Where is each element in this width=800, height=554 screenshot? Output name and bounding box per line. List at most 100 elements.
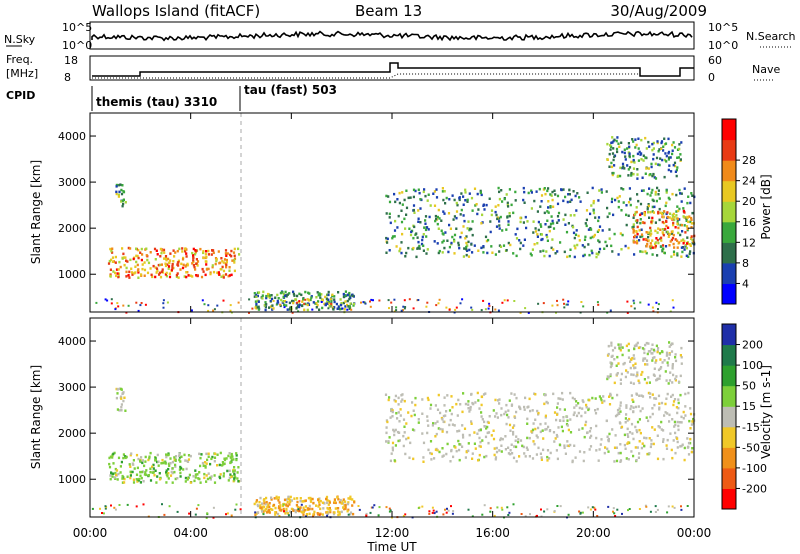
- heatmap-cell: [457, 439, 460, 443]
- heatmap-cell: [115, 190, 118, 194]
- heatmap-cell: [526, 448, 529, 451]
- heatmap-cell: [605, 419, 608, 423]
- heatmap-cell: [531, 248, 534, 251]
- heatmap-cell: [669, 212, 672, 215]
- heatmap-cell: [589, 427, 592, 430]
- heatmap-cell: [448, 308, 451, 311]
- heatmap-cell: [233, 257, 237, 260]
- heatmap-cell: [426, 199, 429, 202]
- heatmap-cell: [276, 512, 280, 516]
- heatmap-cell: [205, 480, 208, 483]
- heatmap-cell: [228, 269, 231, 272]
- heatmap-cell: [455, 210, 459, 213]
- heatmap-cell: [403, 431, 406, 434]
- heatmap-cell: [606, 377, 609, 381]
- heatmap-cell: [292, 509, 295, 512]
- heatmap-cell: [387, 440, 390, 443]
- heatmap-cell: [599, 443, 602, 446]
- heatmap-cell: [618, 145, 621, 148]
- heatmap-cell: [179, 475, 182, 478]
- heatmap-cell: [215, 259, 218, 263]
- heatmap-cell: [485, 454, 488, 458]
- heatmap-cell: [632, 158, 635, 162]
- heatmap-cell: [668, 233, 672, 236]
- heatmap-cell: [117, 456, 121, 460]
- heatmap-cell: [184, 265, 187, 268]
- heatmap-cell: [388, 307, 390, 310]
- heatmap-cell: [677, 380, 681, 384]
- heatmap-cell: [286, 504, 289, 508]
- heatmap-cell: [567, 222, 570, 225]
- heatmap-cell: [462, 225, 465, 228]
- heatmap-cell: [649, 210, 652, 214]
- heatmap-cell: [641, 250, 644, 254]
- heatmap-cell: [651, 216, 654, 220]
- heatmap-cell: [473, 187, 477, 190]
- heatmap-cell: [626, 427, 629, 431]
- heatmap-cell: [312, 301, 315, 304]
- heatmap-cell: [633, 161, 636, 164]
- heatmap-cell: [481, 221, 484, 224]
- heatmap-cell: [642, 154, 645, 157]
- heatmap-cell: [199, 247, 202, 251]
- heatmap-cell: [408, 298, 411, 301]
- heatmap-cell: [468, 227, 472, 231]
- heatmap-cell: [650, 232, 653, 235]
- heatmap-cell: [285, 295, 288, 298]
- heatmap-cell: [573, 244, 576, 248]
- heatmap-cell: [403, 198, 406, 202]
- heatmap-cell: [563, 446, 566, 449]
- heatmap-cell: [674, 451, 677, 455]
- heatmap-cell: [223, 462, 226, 465]
- heatmap-cell: [193, 265, 196, 269]
- heatmap-cell: [616, 508, 619, 511]
- heatmap-cell: [502, 244, 506, 247]
- heatmap-cell: [401, 232, 404, 236]
- heatmap-cell: [296, 505, 299, 509]
- heatmap-cell: [526, 220, 529, 223]
- heatmap-cell: [662, 145, 665, 148]
- heatmap-cell: [673, 246, 676, 249]
- heatmap-cell: [121, 204, 124, 208]
- heatmap-cell: [527, 191, 530, 195]
- heatmap-cell: [688, 243, 691, 246]
- heatmap-cell: [181, 247, 184, 250]
- heatmap-cell: [676, 254, 679, 257]
- colorbar-segment: [722, 365, 736, 387]
- heatmap-cell: [441, 190, 444, 193]
- heatmap-cell: [391, 446, 394, 449]
- heatmap-cell: [550, 194, 553, 197]
- heatmap-cell: [672, 221, 675, 225]
- heatmap-cell: [654, 162, 657, 166]
- heatmap-cell: [422, 460, 425, 463]
- heatmap-cell: [282, 292, 285, 296]
- heatmap-cell: [639, 346, 642, 349]
- heatmap-cell: [417, 246, 420, 250]
- heatmap-cell: [508, 399, 511, 402]
- heatmap-cell: [620, 372, 623, 376]
- heatmap-cell: [451, 423, 454, 426]
- heatmap-cell: [135, 473, 139, 476]
- cpid-label: CPID: [6, 89, 35, 102]
- heatmap-cell: [263, 499, 266, 502]
- heatmap-cell: [616, 408, 620, 412]
- heatmap-cell: [564, 223, 567, 226]
- heatmap-cell: [445, 306, 448, 309]
- heatmap-cell: [461, 445, 464, 448]
- heatmap-cell: [651, 343, 654, 346]
- heatmap-cell: [607, 352, 610, 356]
- y-tick-label: 1000: [58, 473, 86, 486]
- heatmap-cell: [232, 251, 236, 254]
- heatmap-cell: [634, 138, 637, 141]
- heatmap-cell: [546, 239, 549, 242]
- heatmap-cell: [205, 268, 208, 271]
- heatmap-cell: [649, 242, 652, 245]
- heatmap-cell: [342, 506, 345, 509]
- colorbar-segment: [722, 180, 736, 202]
- heatmap-cell: [147, 474, 150, 477]
- heatmap-cell: [641, 347, 645, 350]
- heatmap-cell: [584, 235, 587, 239]
- heatmap-cell: [597, 303, 600, 306]
- heatmap-cell: [498, 398, 501, 401]
- heatmap-cell: [194, 469, 197, 472]
